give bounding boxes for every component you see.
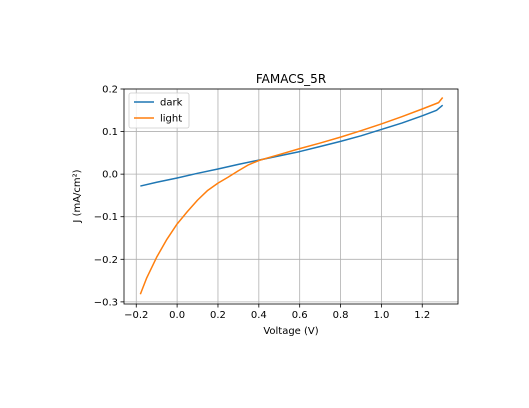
x-tick-label: 1.2 <box>414 310 430 321</box>
legend-label-light: light <box>160 114 182 125</box>
series-layer <box>139 97 444 295</box>
x-tick-label: 0.6 <box>292 310 308 321</box>
y-axis-label: J (mA/cm²) <box>72 169 83 223</box>
y-tick-label: −0.3 <box>94 297 118 308</box>
series-line-light <box>139 97 444 295</box>
x-tick-label: 0.0 <box>169 310 185 321</box>
legend-label-dark: dark <box>160 98 183 109</box>
y-tick-label: −0.1 <box>94 212 118 223</box>
axes-frame <box>123 88 459 305</box>
x-tick-label: 1.0 <box>373 310 389 321</box>
y-tick-label: 0.1 <box>102 127 118 138</box>
y-axis-ticks: −0.3 −0.2 −0.1 0.0 0.1 0.2 <box>94 85 124 308</box>
x-tick-label: 0.4 <box>251 310 267 321</box>
x-tick-label: 0.2 <box>210 310 226 321</box>
legend: dark light <box>128 92 190 129</box>
x-tick-label: 0.8 <box>333 310 349 321</box>
x-tick-label: −0.2 <box>124 310 148 321</box>
y-tick-label: 0.0 <box>102 170 118 181</box>
x-axis-label: Voltage (V) <box>263 326 318 337</box>
series-line-dark <box>140 104 444 187</box>
y-tick-label: 0.2 <box>102 85 118 96</box>
chart-title: FAMACS_5R <box>256 72 326 86</box>
x-axis-ticks: −0.2 0.0 0.2 0.4 0.6 0.8 1.0 1.2 <box>124 304 430 321</box>
y-tick-label: −0.2 <box>94 255 118 266</box>
